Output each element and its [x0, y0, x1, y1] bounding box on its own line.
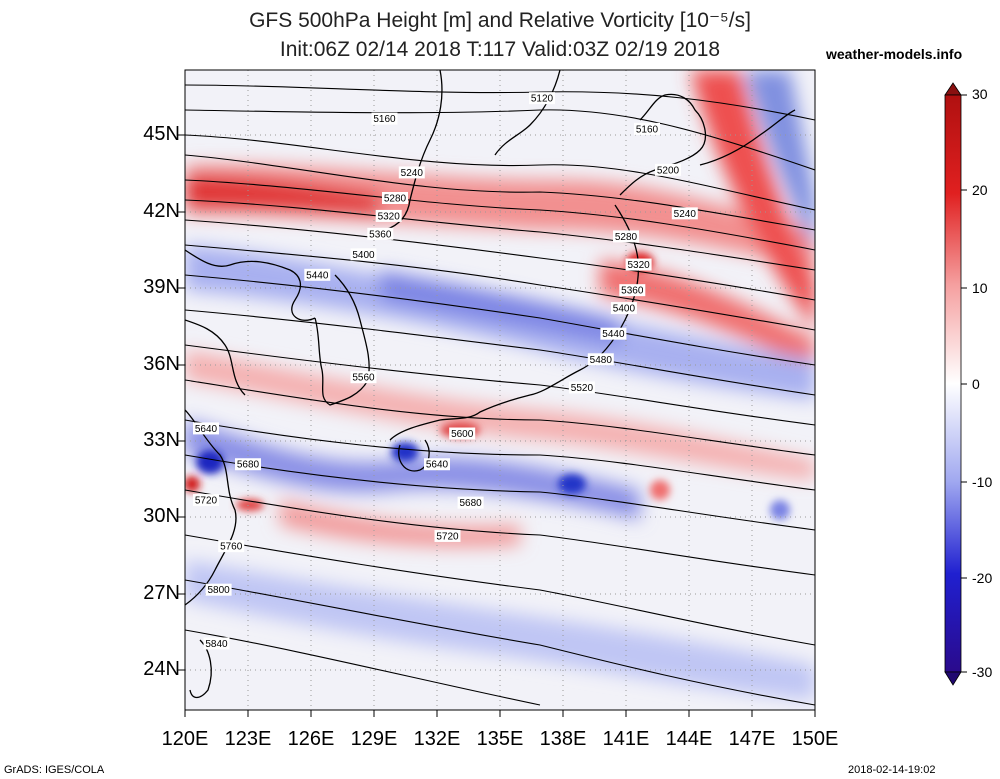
contour-label: 5680	[457, 496, 484, 509]
colorbar-label-minus10: -10	[972, 474, 993, 490]
contour-label-text: 5200	[657, 165, 680, 176]
lat-label-42n: 42N	[143, 200, 180, 222]
contour-label-text: 5360	[621, 286, 644, 297]
colorbar-label-10: 10	[972, 280, 988, 296]
colorbar-label-minus20: -20	[972, 570, 993, 586]
brand-watermark: weather-models.info	[826, 46, 963, 62]
contour-label: 5400	[610, 302, 637, 315]
contour-label-text: 5640	[195, 424, 218, 435]
contour-label: 5440	[304, 268, 331, 281]
lat-lon-grid	[185, 70, 815, 710]
contour-label: 5240	[398, 166, 425, 179]
contour-label: 5160	[371, 112, 398, 125]
map-title-line2: Init:06Z 02/14 2018 T:117 Valid:03Z 02/1…	[279, 38, 721, 61]
axis-ticks	[178, 134, 816, 717]
contour-label-text: 5280	[615, 232, 638, 243]
contour-label: 5560	[350, 371, 377, 384]
lon-label-141e: 141E	[602, 728, 650, 750]
contour-label-text: 5720	[195, 496, 218, 507]
contour-label: 5600	[449, 427, 476, 440]
lat-label-36n: 36N	[143, 353, 180, 375]
colorbar-label-30: 30	[972, 86, 988, 102]
colorbar-label-0: 0	[972, 376, 980, 392]
contour-label: 5440	[600, 327, 627, 340]
lon-label-129e: 129E	[350, 728, 398, 750]
lat-label-27n: 27N	[143, 582, 180, 604]
contour-label-text: 5280	[384, 194, 407, 205]
contour-label: 5280	[382, 192, 408, 205]
colorbar-label-20: 20	[972, 182, 988, 198]
map-title-line1: GFS 500hPa Height [m] and Relative Vorti…	[249, 9, 751, 32]
contour-label: 5400	[350, 248, 377, 261]
lon-label-150e: 150E	[791, 728, 839, 750]
contour-label-text: 5560	[352, 373, 375, 384]
contour-label: 5280	[613, 230, 639, 243]
contour-label: 5360	[619, 284, 646, 297]
contour-label: 5840	[203, 637, 230, 650]
contour-label-text: 5800	[207, 585, 230, 596]
height-contours	[185, 84, 815, 706]
lon-label-135e: 135E	[476, 728, 524, 750]
contour-label-text: 5400	[352, 250, 375, 261]
colorbar-label-minus30: -30	[972, 664, 993, 680]
lat-label-30n: 30N	[143, 505, 180, 527]
contour-label: 5480	[587, 353, 614, 366]
lat-label-39n: 39N	[143, 276, 180, 298]
footer-credit: GrADS: IGES/COLA	[4, 764, 105, 776]
contour-label: 5640	[193, 422, 219, 435]
contour-label: 5800	[205, 583, 232, 596]
contour-label: 5320	[625, 258, 652, 271]
contour-label-text: 5320	[378, 211, 401, 222]
vorticity-field: 5120 5160 5160 5200 5240 5240 5280 5280 5320 5320…	[185, 70, 815, 710]
contour-label-text: 5160	[373, 114, 396, 125]
contour-label: 5200	[655, 163, 681, 176]
lon-label-123e: 123E	[224, 728, 272, 750]
colorbar	[944, 82, 967, 686]
contour-label-text: 5840	[205, 639, 228, 650]
lat-label-33n: 33N	[143, 429, 180, 451]
contour-label-text: 5640	[426, 460, 449, 471]
contour-label: 5240	[671, 207, 698, 220]
contour-label-text: 5680	[459, 498, 482, 509]
lat-label-45n: 45N	[143, 123, 180, 145]
contour-label: 5520	[568, 381, 595, 394]
lon-label-147e: 147E	[728, 728, 776, 750]
contour-label-text: 5400	[613, 304, 636, 315]
contour-label: 5680	[235, 458, 261, 471]
contour-label-text: 5520	[571, 383, 594, 394]
lon-label-144e: 144E	[665, 728, 713, 750]
contour-label-text: 5240	[401, 168, 424, 179]
contour-label-text: 5120	[531, 94, 554, 105]
contour-label-text: 5440	[306, 270, 329, 281]
contour-label-text: 5600	[451, 429, 474, 440]
contour-label: 5720	[434, 529, 461, 542]
contour-label-text: 5480	[590, 355, 613, 366]
contour-label-text: 5240	[674, 209, 697, 220]
contour-label-text: 5680	[237, 460, 260, 471]
lon-label-138e: 138E	[539, 728, 587, 750]
contour-label: 5160	[634, 122, 660, 135]
contour-label-text: 5760	[220, 542, 243, 553]
contour-label: 5640	[424, 458, 450, 471]
contour-label-text: 5440	[602, 329, 625, 340]
contour-label-text: 5320	[627, 260, 650, 271]
contour-labels: 5120 5160 5160 5200 5240 5240 5280 5280 5320 5320…	[193, 92, 698, 650]
contour-label: 5320	[375, 209, 402, 222]
lon-label-126e: 126E	[287, 728, 335, 750]
contour-label: 5720	[193, 494, 219, 507]
contour-label-text: 5160	[636, 124, 659, 135]
contour-label-text: 5360	[369, 229, 392, 240]
contour-label-text: 5720	[436, 531, 459, 542]
contour-label: 5120	[529, 92, 555, 105]
footer-timestamp: 2018-02-14-19:02	[848, 764, 936, 776]
lon-label-132e: 132E	[413, 728, 461, 750]
lat-label-24n: 24N	[143, 658, 180, 680]
contour-label: 5360	[367, 227, 394, 240]
contour-label: 5760	[218, 540, 245, 553]
lon-label-120e: 120E	[161, 728, 209, 750]
